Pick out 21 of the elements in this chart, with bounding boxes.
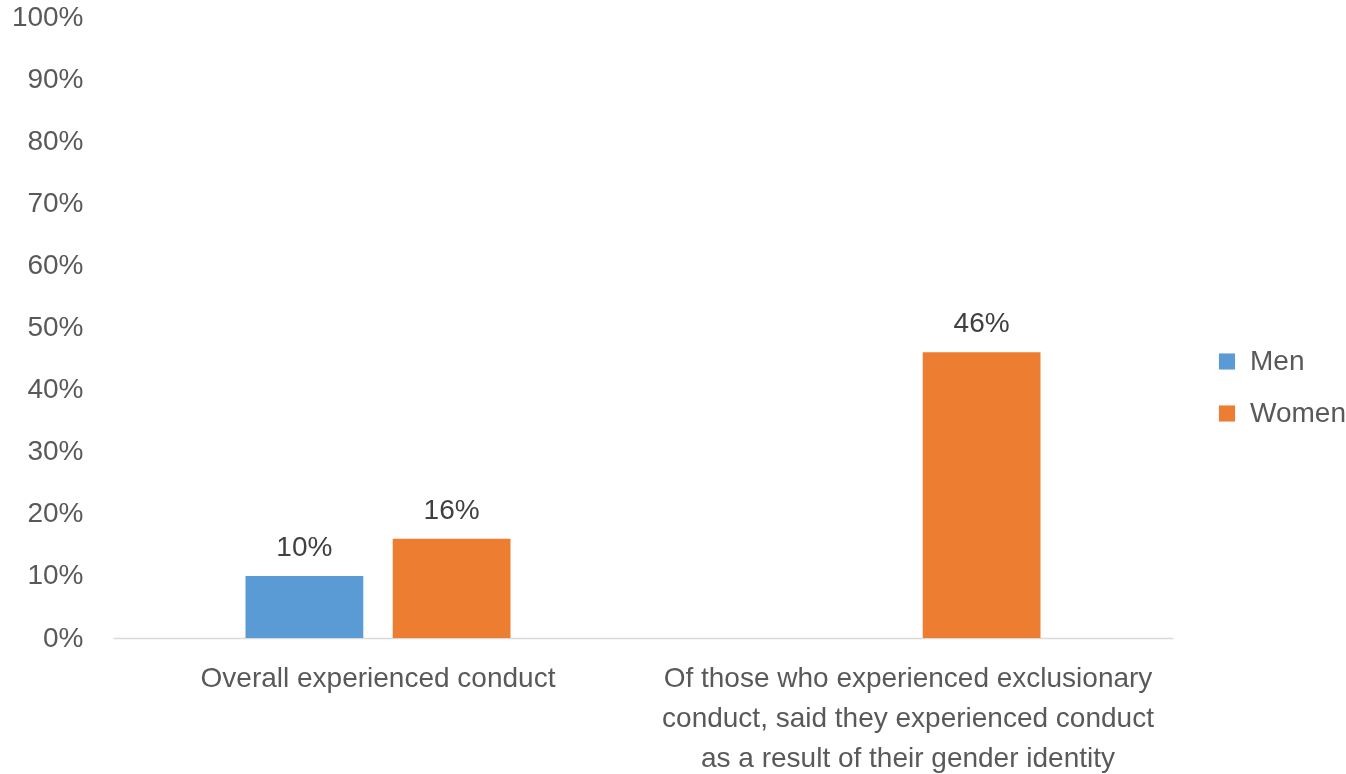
- legend-label: Women: [1250, 396, 1346, 428]
- y-tick-label: 50%: [27, 311, 84, 342]
- y-tick-label: 70%: [27, 186, 84, 218]
- y-tick-label: 60%: [27, 248, 84, 280]
- bar: [922, 352, 1041, 638]
- y-tick-label: 30%: [27, 435, 84, 467]
- legend-label: Men: [1250, 344, 1305, 376]
- y-tick-label: 100%: [11, 0, 84, 32]
- bar: [245, 575, 364, 638]
- y-tick-label: 0%: [43, 621, 84, 653]
- x-tick-label: Overall experienced conduct: [200, 661, 556, 693]
- x-tick-label: Of those who experienced exclusionary conduct, said they experienced conduct as a result of their gender identity: [662, 661, 1155, 773]
- data-label: 10%: [276, 530, 333, 562]
- bar: [392, 538, 511, 638]
- data-label: 46%: [953, 307, 1010, 339]
- y-tick-label: 10%: [27, 559, 84, 591]
- y-tick-label: 20%: [27, 497, 84, 529]
- y-tick-label: 90%: [27, 62, 84, 94]
- y-tick-label: 40%: [27, 373, 84, 405]
- y-tick-label: 80%: [27, 124, 84, 156]
- data-label: 16%: [423, 493, 480, 525]
